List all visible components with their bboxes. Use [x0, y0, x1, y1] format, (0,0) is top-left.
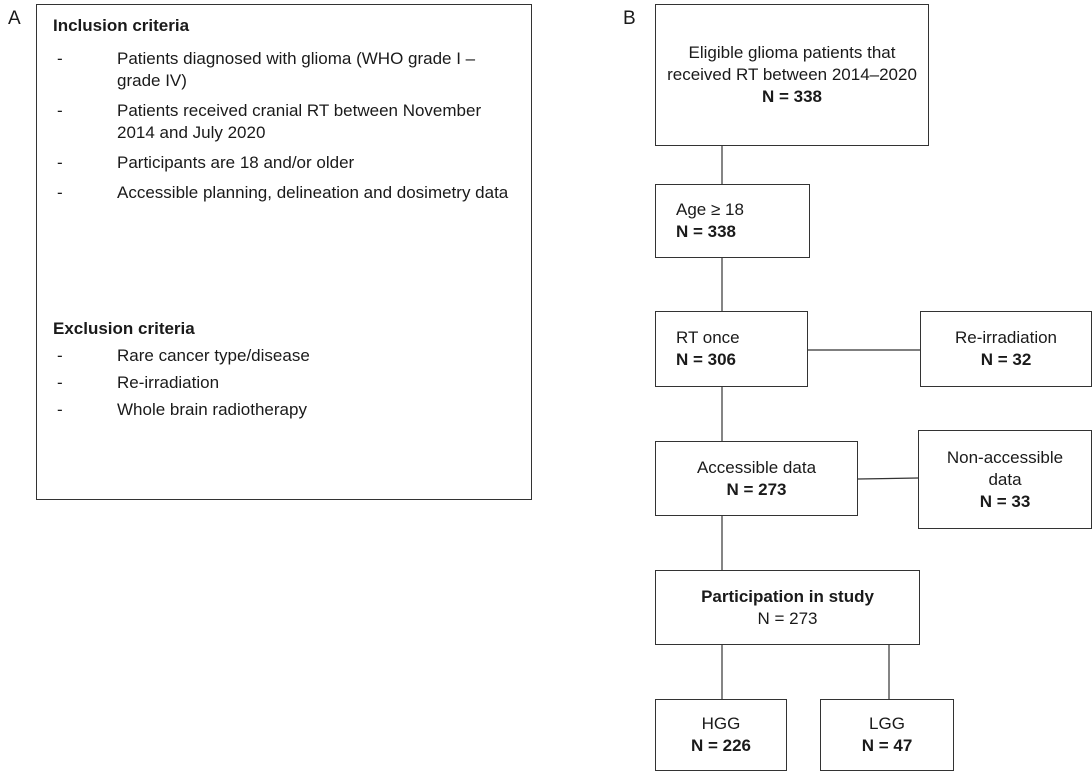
box-count: N = 226	[690, 736, 751, 755]
box-text: Accessible data	[696, 457, 817, 477]
inclusion-item-text: Participants are 18 and/or older	[117, 153, 355, 172]
dash-bullet: -	[57, 49, 63, 68]
dash-bullet: -	[57, 373, 63, 392]
inclusion-item-text: Patients diagnosed with glioma (WHO grad…	[117, 49, 476, 90]
dash-bullet: -	[57, 400, 63, 419]
box-count: N = 273	[726, 479, 787, 499]
exclusion-item: - Re-irradiation	[37, 372, 533, 394]
box-count: N = 47	[861, 736, 913, 755]
box-lgg: LGG N = 47	[820, 699, 954, 771]
dash-bullet: -	[57, 153, 63, 172]
box-text: Eligible glioma patients that	[688, 43, 896, 62]
inclusion-item-text: Accessible planning, delineation and dos…	[117, 183, 509, 202]
exclusion-item-text: Rare cancer type/disease	[117, 346, 310, 365]
dash-bullet: -	[57, 183, 63, 202]
inclusion-item: - Participants are 18 and/or older	[37, 152, 533, 174]
exclusion-item: - Rare cancer type/disease	[37, 345, 533, 367]
exclusion-item-text: Whole brain radiotherapy	[117, 400, 307, 419]
box-accessible-data: Accessible data N = 273	[655, 441, 858, 516]
box-text: RT once	[676, 328, 740, 347]
exclusion-criteria-list: - Rare cancer type/disease - Re-irradiatio…	[37, 345, 533, 426]
box-participation: Participation in study N = 273	[655, 570, 920, 645]
box-rt-once: RT once N = 306	[655, 311, 808, 387]
inclusion-item: - Patients diagnosed with glioma (WHO gra…	[37, 48, 533, 92]
panel-b-label: B	[623, 8, 636, 29]
inclusion-item: - Patients received cranial RT between No…	[37, 100, 533, 144]
box-text: Age ≥ 18	[676, 200, 744, 219]
dash-bullet: -	[57, 346, 63, 365]
exclusion-item-text: Re-irradiation	[117, 373, 220, 392]
box-text: LGG	[869, 714, 905, 733]
box-text: Non-accessible	[946, 447, 1064, 467]
box-reirradiation: Re-irradiation N = 32	[920, 311, 1092, 387]
criteria-box: Inclusion criteria - Patients diagnosed w…	[36, 4, 532, 500]
box-hgg: HGG N = 226	[655, 699, 787, 771]
box-text: Re-irradiation	[954, 328, 1058, 347]
box-eligible-patients: Eligible glioma patients that received R…	[655, 4, 929, 146]
inclusion-item-text: Patients received cranial RT between Nov…	[117, 101, 482, 142]
box-count: N = 306	[676, 350, 737, 369]
dash-bullet: -	[57, 101, 63, 120]
box-count: N = 273	[757, 608, 818, 628]
box-text: received RT between 2014–2020	[667, 65, 917, 84]
box-age: Age ≥ 18 N = 338	[655, 184, 810, 258]
connector-accessible-nonaccessible	[857, 477, 919, 480]
inclusion-criteria-list: - Patients diagnosed with glioma (WHO gra…	[37, 48, 533, 212]
box-text: Participation in study	[701, 586, 874, 606]
box-count: N = 32	[980, 350, 1032, 369]
box-text: data	[988, 469, 1022, 489]
exclusion-item: - Whole brain radiotherapy	[37, 399, 533, 421]
inclusion-item: - Accessible planning, delineation and do…	[37, 182, 533, 204]
inclusion-criteria-title: Inclusion criteria	[53, 16, 190, 35]
exclusion-criteria-title: Exclusion criteria	[53, 319, 195, 338]
box-text: HGG	[701, 714, 741, 733]
box-non-accessible-data: Non-accessible data N = 33	[918, 430, 1092, 529]
box-count: N = 338	[676, 222, 737, 241]
box-count: N = 338	[761, 87, 822, 106]
box-count: N = 33	[979, 491, 1031, 511]
panel-a-label: A	[8, 8, 21, 29]
